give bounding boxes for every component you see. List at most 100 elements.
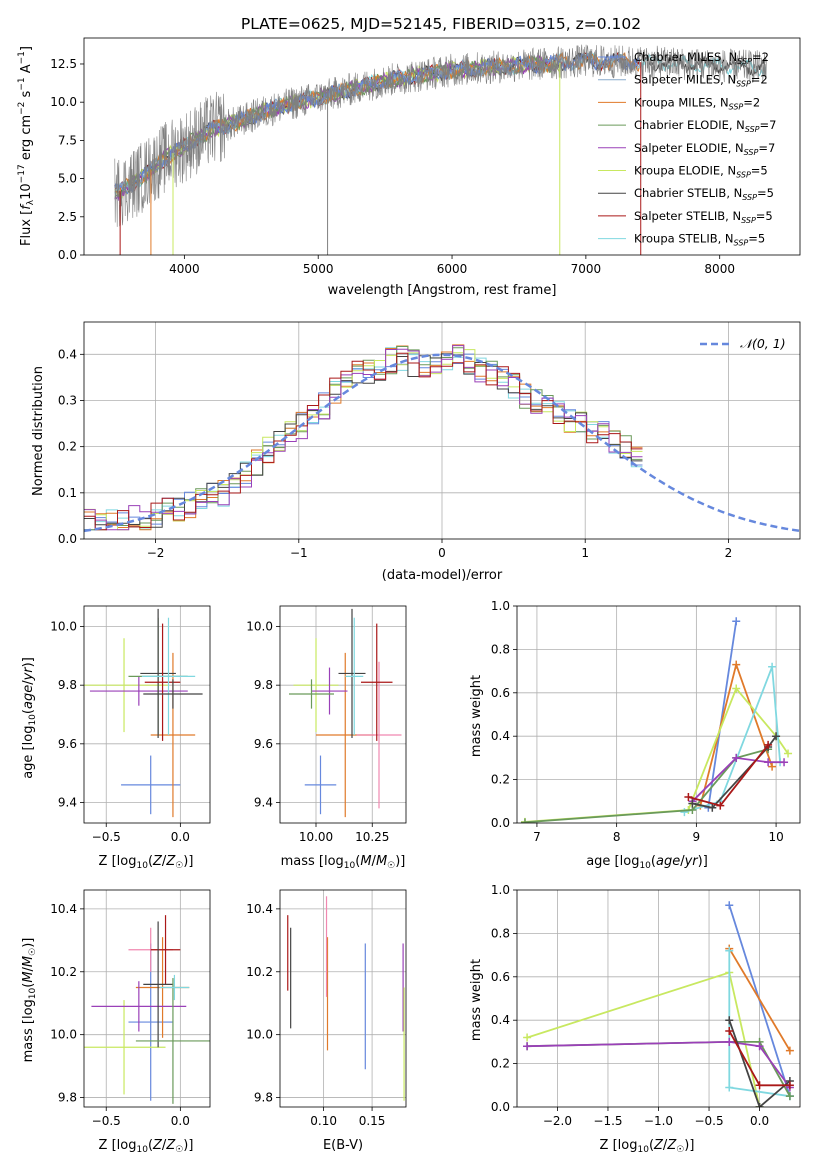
x-tick-label: 9: [693, 830, 701, 844]
y-tick-label: 10.4: [246, 902, 273, 916]
legend-label-sub: SSP: [737, 57, 752, 66]
y-tick-label: 0.2: [491, 1057, 510, 1071]
legend-label-text: Salpeter STELIB, N: [634, 209, 741, 223]
weight-marker: [725, 1027, 734, 1036]
error-cross: [144, 623, 181, 741]
age-vs-metallicity-panel: −0.5 0.0 9.4 9.6 9.8 10.0: [50, 605, 211, 844]
weight-line: [692, 735, 777, 809]
error-cross: [143, 679, 203, 709]
y-tick-label: 0.8: [491, 926, 510, 940]
weight-marker: [755, 1103, 764, 1107]
weight-marker: [732, 617, 741, 626]
weight-marker: [520, 818, 529, 823]
y-tick-label: 1.0: [491, 599, 510, 613]
legend-entry: Kroupa MILES, NSSP=2: [598, 95, 760, 111]
legend-label: Kroupa ELODIE, NSSP=5: [634, 164, 768, 180]
y-tick-label: 9.4: [254, 795, 273, 809]
legend-label-val: =7: [758, 141, 775, 155]
error-cross: [289, 679, 334, 709]
residuals-panel: −2 −1 0 1 2 0.0 0.1 0.2 0.3 0.4 𝒩(0, 1) (data-mod…: [31, 321, 801, 583]
weight-marker: [755, 1042, 764, 1051]
weight-marker: [725, 1016, 734, 1025]
error-cross: [91, 981, 187, 1032]
mass-z-ylabel: mass [log10(M/M☉)]: [21, 938, 38, 1063]
y-tick-label: 10.0: [50, 620, 77, 634]
y-tick-label: 0.0: [58, 532, 77, 546]
x-tick-label: 10.00: [299, 830, 333, 844]
legend-label-text: Salpeter ELODIE, N: [634, 141, 744, 155]
legend-entry: Kroupa STELIB, NSSP=5: [598, 232, 765, 248]
age-z-ylabel: age [log10(age/yr)]: [21, 657, 38, 779]
y-tick-label: 9.8: [254, 1091, 273, 1105]
x-tick-label: 0.15: [359, 1114, 386, 1128]
y-tick-label: 0.4: [58, 347, 77, 361]
y-tick-label: 9.8: [58, 1091, 77, 1105]
error-cross: [84, 1000, 166, 1095]
observed-spectrum-line: [114, 44, 767, 227]
y-tick-label: 9.4: [58, 795, 77, 809]
error-cross: [141, 617, 196, 736]
y-tick-label: 0.1: [58, 486, 77, 500]
weight-line: [527, 1040, 791, 1089]
x-tick-label: 10.25: [355, 830, 389, 844]
x-tick-label: −0.5: [694, 1114, 723, 1128]
x-tick-label: 0.0: [171, 830, 190, 844]
x-tick-label: 1: [581, 546, 589, 560]
legend-label: Chabrier MILES, NSSP=2: [634, 50, 769, 66]
error-cross: [121, 755, 181, 815]
weight-line: [707, 621, 738, 808]
legend-label-text: Salpeter MILES, N: [634, 73, 736, 87]
legend-label-val: =7: [760, 118, 777, 132]
legend-entry: Kroupa ELODIE, NSSP=5: [598, 164, 768, 180]
x-tick-label: 10: [768, 830, 783, 844]
y-tick-label: 10.4: [50, 902, 77, 916]
x-tick-label: 0: [438, 546, 446, 560]
weight-marker: [755, 1081, 764, 1090]
error-cross: [293, 638, 339, 733]
weight-vs-metallicity-panel: −2.0 −1.5 −1.0 −0.5 0.0 0.0 0.2 0.4 0.6 0.8 1.0: [491, 883, 801, 1128]
y-tick-label: 0.6: [491, 970, 510, 984]
mass-vs-ebv-panel: 0.10 0.15 9.8 10.0 10.2 10.4: [246, 889, 407, 1128]
figure-title: PLATE=0625, MJD=52145, FIBERID=0315, z=0…: [241, 15, 641, 33]
spectrum-xlabel: wavelength [Angstrom, rest frame]: [328, 283, 557, 298]
legend-label: Kroupa MILES, NSSP=2: [634, 95, 760, 111]
y-tick-label: 0.0: [491, 1100, 510, 1114]
y-tick-label: 0.2: [58, 440, 77, 454]
weight-marker: [523, 1033, 532, 1042]
y-tick-label: 10.2: [246, 965, 273, 979]
x-tick-label: −1.5: [593, 1114, 622, 1128]
panel-axes-frame: [83, 605, 211, 824]
age-mass-xlabel: mass [log10(M/M☉)]: [281, 854, 406, 871]
weight-vs-age-panel: 7 8 9 10 0.0 0.2 0.4 0.6 0.8 1.0: [491, 599, 801, 844]
legend-label-text: Chabrier ELODIE, N: [634, 118, 745, 132]
residuals-legend: 𝒩(0, 1): [700, 336, 786, 351]
error-cross: [150, 915, 181, 985]
y-tick-label: 0.4: [491, 729, 510, 743]
residual-histogram: [84, 345, 643, 531]
legend-label-text: Kroupa STELIB, N: [634, 232, 734, 246]
error-cross: [135, 978, 210, 1104]
panel-marks: [84, 608, 203, 818]
legend-label-sub: SSP: [736, 80, 751, 89]
legend-entry: Chabrier MILES, NSSP=2: [598, 50, 769, 66]
weight-line: [526, 971, 761, 1107]
residuals-histograms: [83, 344, 801, 533]
weight-marker: [680, 808, 689, 817]
legend-label-val: =2: [751, 73, 768, 87]
age-vs-mass-panel: 10.00 10.25 9.4 9.6 9.8 10.0: [246, 605, 407, 844]
y-tick-label: 5.0: [58, 172, 77, 186]
legend-label: Salpeter MILES, NSSP=2: [634, 73, 768, 89]
x-tick-label: −0.5: [92, 1114, 121, 1128]
x-tick-label: 7000: [571, 262, 602, 276]
weight-line: [524, 748, 769, 823]
panel-marks: [520, 617, 793, 823]
y-tick-label: 9.8: [58, 678, 77, 692]
weight-marker: [784, 749, 793, 758]
panel-marks: [84, 915, 210, 1104]
x-tick-label: 6000: [437, 262, 468, 276]
legend-label-sub: SSP: [741, 216, 756, 225]
weight-marker: [732, 684, 741, 693]
legend-label-sub: SSP: [736, 171, 751, 180]
